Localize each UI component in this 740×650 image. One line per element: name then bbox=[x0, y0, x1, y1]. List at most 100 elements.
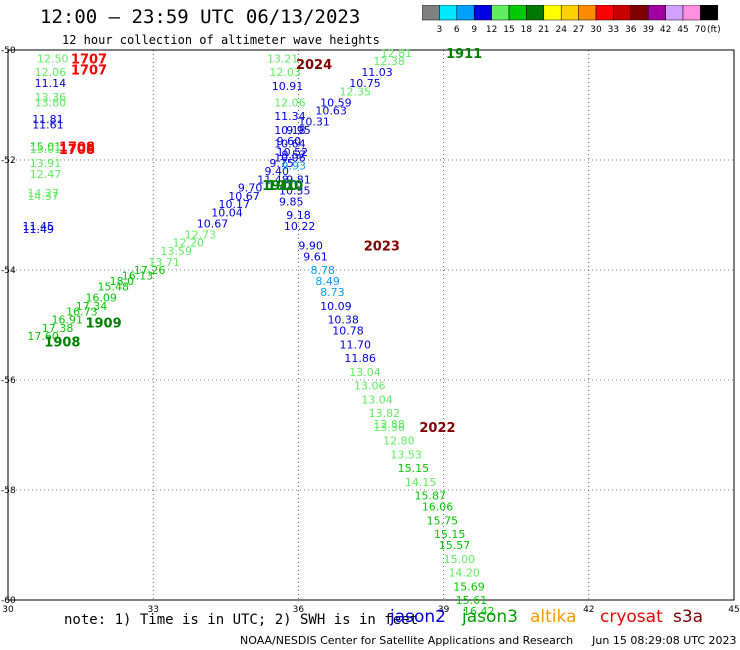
wave-height-value: 17.60 bbox=[27, 330, 59, 343]
pass-time-label: 1707 bbox=[71, 63, 107, 78]
wave-height-value: 12.73 bbox=[185, 228, 217, 241]
pass-time-label: 1911 bbox=[446, 47, 482, 62]
wave-height-value: 11.03 bbox=[361, 66, 393, 79]
wave-height-value: 15.57 bbox=[439, 539, 471, 552]
wave-height-value: 9.40 bbox=[265, 165, 290, 178]
wave-height-value: 11.81 bbox=[32, 113, 64, 126]
wave-height-value: 15.61 bbox=[456, 594, 488, 607]
pass-time-label: 2024 bbox=[296, 58, 332, 73]
wave-height-value: 9.90 bbox=[298, 239, 323, 252]
footnote: note: 1) Time is in UTC; 2) SWH is in fe… bbox=[64, 612, 419, 628]
wave-height-value: 11.70 bbox=[340, 338, 372, 351]
legend-unit: (ft) bbox=[707, 25, 721, 35]
wave-height-value: 13.80 bbox=[35, 96, 66, 109]
wave-height-value: 11.14 bbox=[35, 77, 66, 90]
x-tick-label: 30 bbox=[2, 605, 14, 615]
x-tick-label: 33 bbox=[147, 605, 158, 615]
pass-time-label: 1910 bbox=[262, 179, 298, 194]
wave-height-value: 14.37 bbox=[27, 190, 59, 203]
x-tick-label: 39 bbox=[438, 605, 450, 615]
x-tick-label: 42 bbox=[583, 605, 594, 615]
wave-height-value: 9.81 bbox=[286, 173, 311, 186]
wave-height-value: 9.61 bbox=[303, 250, 328, 263]
wave-height-value: 15.01 bbox=[30, 140, 61, 153]
wave-height-value: 15.48 bbox=[98, 281, 130, 294]
wave-height-value: 17.26 bbox=[134, 264, 166, 277]
wave-height-value: 14.15 bbox=[405, 476, 437, 489]
wave-height-value: 16.06 bbox=[422, 501, 454, 514]
y-tick-label: -60 bbox=[1, 596, 16, 606]
wave-height-value: 9.75 bbox=[269, 157, 294, 170]
wave-height-value: 10.22 bbox=[284, 220, 316, 233]
wave-height-value: 12.03 bbox=[269, 66, 301, 79]
legend-label: 24 bbox=[555, 25, 567, 35]
wave-height-value: 9.60 bbox=[277, 135, 302, 148]
wave-height-value: 16.42 bbox=[463, 605, 495, 618]
pass-time-label: 1908 bbox=[44, 336, 80, 351]
footer-credit: NOAA/NESDIS Center for Satellite Applica… bbox=[240, 634, 737, 647]
legend-label: 36 bbox=[625, 25, 637, 35]
wave-height-value: 16.13 bbox=[122, 270, 153, 283]
wave-height-value: 13.21 bbox=[267, 52, 299, 65]
wave-height-value: 10.91 bbox=[272, 80, 304, 93]
legend-label: 30 bbox=[590, 25, 602, 35]
wave-height-value: 10.67 bbox=[228, 190, 260, 203]
wave-height-value: 13.53 bbox=[390, 448, 422, 461]
plot-frame bbox=[7, 49, 735, 601]
wave-height-value: 10.17 bbox=[219, 198, 251, 211]
wave-height-value: 12.80 bbox=[383, 435, 415, 448]
wave-height-value: 11.61 bbox=[32, 118, 64, 131]
pass-time-label: 2022 bbox=[419, 421, 455, 436]
legend-label: 70 bbox=[695, 25, 707, 35]
wave-height-value: 14.20 bbox=[448, 567, 480, 580]
wave-height-value: 14.27 bbox=[27, 187, 59, 200]
wave-height-value: 12.50 bbox=[37, 52, 69, 65]
wave-height-value: 11.48 bbox=[257, 173, 289, 186]
x-tick-label: 45 bbox=[728, 605, 739, 615]
timestamp: Jun 15 08:29:08 UTC 2023 bbox=[592, 634, 737, 647]
wave-height-value: 15.15 bbox=[434, 528, 466, 541]
wave-height-value: 10.59 bbox=[320, 96, 352, 109]
wave-height-value: 15.87 bbox=[415, 490, 447, 503]
legend-label: 12 bbox=[486, 25, 497, 35]
satellite-altika: altika bbox=[530, 607, 577, 627]
wave-height-value: 10.04 bbox=[211, 206, 243, 219]
y-tick-label: -54 bbox=[1, 266, 16, 276]
wave-height-value: 12.06 bbox=[35, 66, 66, 79]
wave-height-value: 10.31 bbox=[298, 116, 330, 129]
pass-time-label: 1708 bbox=[59, 140, 95, 155]
wave-height-value: 16.09 bbox=[85, 292, 117, 305]
x-tick-label: 36 bbox=[293, 605, 305, 615]
wave-height-value: 16.73 bbox=[66, 305, 98, 318]
legend-label: 39 bbox=[642, 25, 654, 35]
wave-height-value: 9.93 bbox=[281, 160, 306, 173]
wave-height-value: 17.34 bbox=[76, 300, 108, 313]
wave-height-value: 12.20 bbox=[173, 237, 205, 250]
wave-height-value: 15.01 bbox=[30, 143, 61, 156]
wave-height-value: 11.45 bbox=[23, 220, 55, 233]
legend-label: 15 bbox=[503, 25, 514, 35]
legend-label: 6 bbox=[454, 25, 460, 35]
wave-height-value: 13.91 bbox=[30, 157, 61, 170]
credit-text: NOAA/NESDIS Center for Satellite Applica… bbox=[240, 634, 574, 647]
wave-height-value: 18.0 bbox=[110, 275, 135, 288]
wave-height-value: 13.36 bbox=[35, 91, 66, 104]
satellite-s3a: s3a bbox=[673, 607, 704, 627]
chart-title: 12:00 – 23:59 UTC 06/13/2023 bbox=[40, 6, 361, 28]
y-tick-label: -58 bbox=[1, 486, 16, 496]
wave-height-value: 12.38 bbox=[373, 55, 405, 68]
legend-label: 27 bbox=[573, 25, 584, 35]
color-legend: 3 6 9 12 15 18 21 24 27 30 33 36 39 42 45 70 (ft) bbox=[422, 5, 721, 35]
wave-height-value: 10.63 bbox=[315, 105, 347, 118]
satellite-jason3: jason3 bbox=[462, 607, 518, 627]
wave-height-value: 16.91 bbox=[52, 314, 83, 327]
wave-height-value: 12.88 bbox=[373, 418, 405, 431]
pass-time-label: 1708 bbox=[59, 143, 95, 158]
wave-height-value: 13.04 bbox=[349, 366, 381, 379]
wave-height-value: 10.06 bbox=[274, 151, 306, 164]
wave-height-value: 10.67 bbox=[197, 217, 229, 230]
wave-height-value: 13.06 bbox=[354, 380, 386, 393]
legend-label: 42 bbox=[660, 25, 671, 35]
wave-height-value: 11.34 bbox=[274, 110, 306, 123]
